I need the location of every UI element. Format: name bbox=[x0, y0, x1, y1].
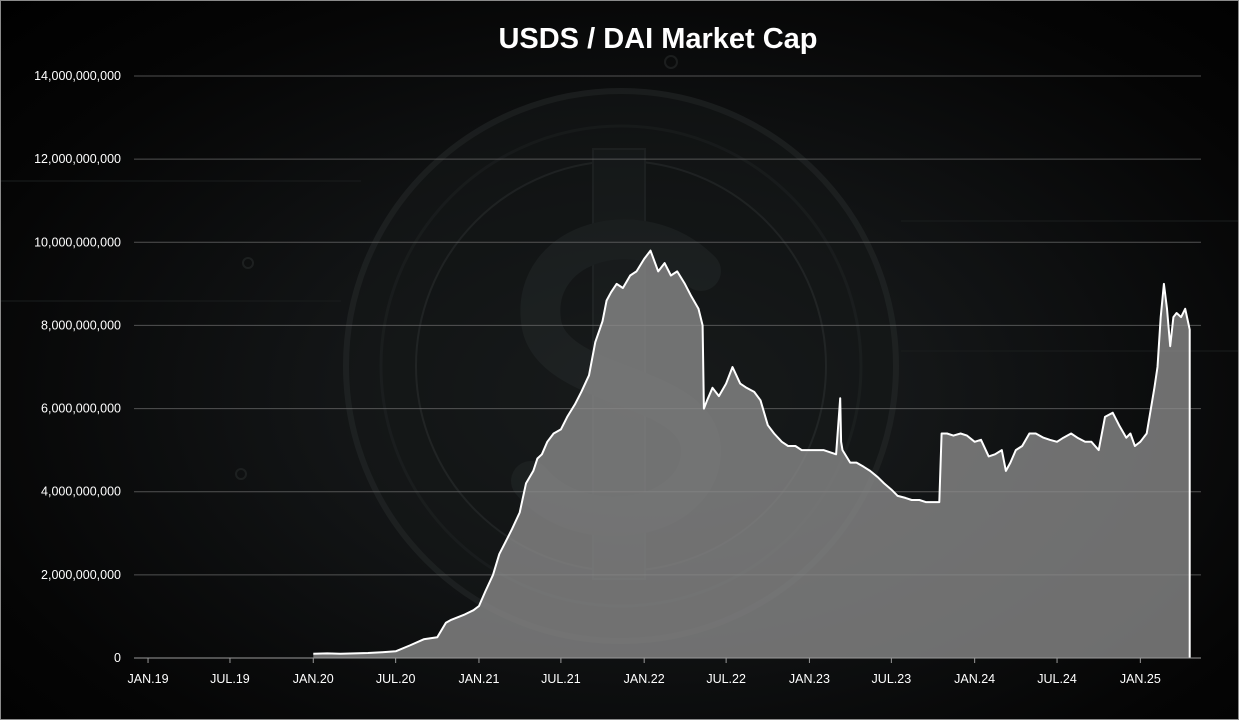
x-tick-label: JUL.19 bbox=[210, 672, 250, 686]
series-line bbox=[313, 249, 1191, 658]
x-tick-label: JAN.20 bbox=[293, 672, 334, 686]
series-area-fill bbox=[313, 250, 1190, 658]
x-tick-label: JAN.23 bbox=[789, 672, 830, 686]
y-tick-label: 0 bbox=[114, 651, 121, 665]
y-tick-label: 10,000,000,000 bbox=[34, 235, 121, 249]
x-tick-label: JUL.23 bbox=[872, 672, 912, 686]
y-tick-label: 12,000,000,000 bbox=[34, 152, 121, 166]
series-area bbox=[313, 249, 1191, 658]
x-tick-label: JUL.22 bbox=[706, 672, 746, 686]
y-tick-label: 14,000,000,000 bbox=[34, 69, 121, 83]
y-tick-label: 6,000,000,000 bbox=[41, 402, 121, 416]
axes: 0 2,000,000,000 4,000,000,000 6,000,000,000… bbox=[34, 69, 1201, 686]
x-tick-label: JAN.25 bbox=[1120, 672, 1161, 686]
x-tick-label: JAN.21 bbox=[458, 672, 499, 686]
y-tick-label: 2,000,000,000 bbox=[41, 568, 121, 582]
x-tick-label: JUL.24 bbox=[1037, 672, 1077, 686]
x-tick-label: JUL.20 bbox=[376, 672, 416, 686]
x-tick-label: JAN.22 bbox=[624, 672, 665, 686]
x-tick-label: JAN.24 bbox=[954, 672, 995, 686]
y-tick-label: 4,000,000,000 bbox=[41, 485, 121, 499]
x-tick-label: JAN.19 bbox=[128, 672, 169, 686]
y-tick-label: 8,000,000,000 bbox=[41, 318, 121, 332]
chart-title: USDS / DAI Market Cap bbox=[498, 23, 817, 55]
x-tick-label: JUL.21 bbox=[541, 672, 581, 686]
